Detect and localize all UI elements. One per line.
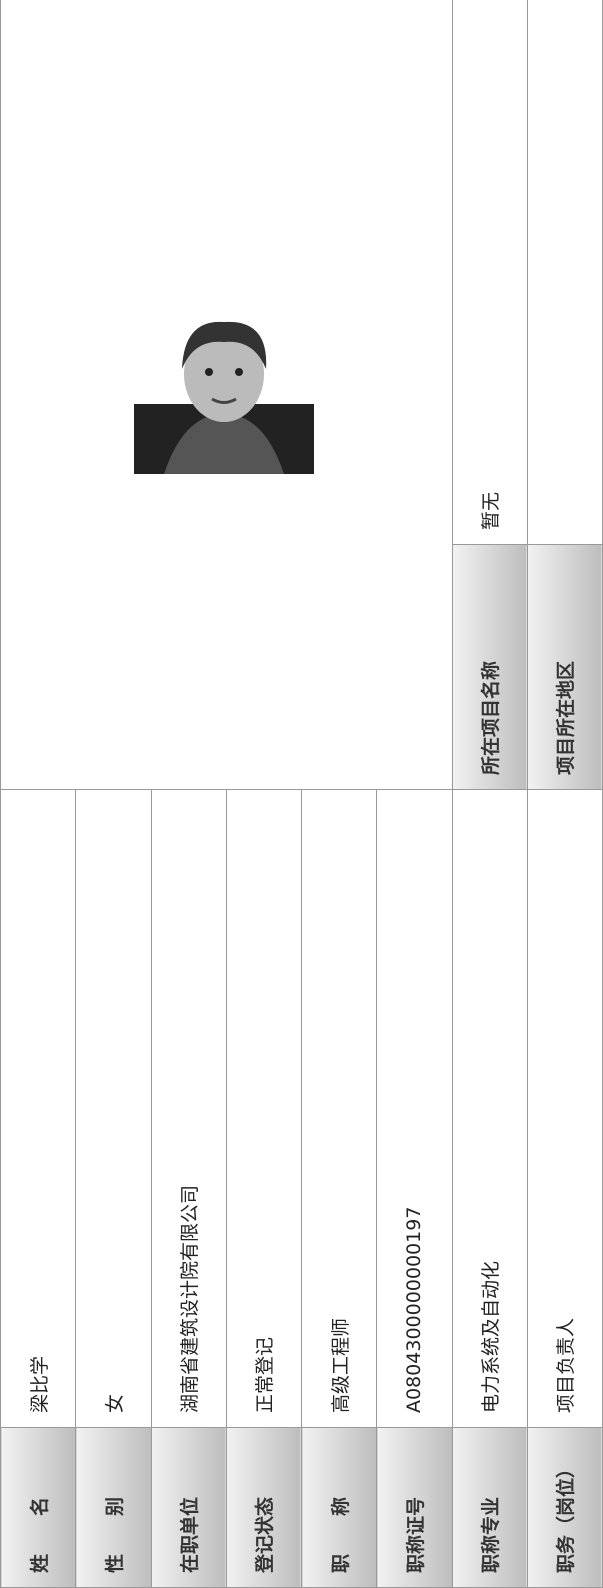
field-label: 在职单位 bbox=[151, 1427, 227, 1588]
field-value: 电力系统及自动化 bbox=[452, 789, 528, 1428]
project-label: 所在项目名称 bbox=[452, 544, 528, 790]
field-label: 姓 名 bbox=[0, 1427, 76, 1588]
field-value: 正常登记 bbox=[226, 789, 302, 1428]
photo bbox=[133, 322, 314, 475]
field-label: 职称证号 bbox=[376, 1427, 452, 1588]
field-label: 性 别 bbox=[75, 1427, 151, 1588]
field-value: 湖南省建筑设计院有限公司 bbox=[151, 789, 227, 1428]
field-label: 职称专业 bbox=[452, 1427, 528, 1588]
field-label: 职务（岗位） bbox=[527, 1427, 603, 1588]
photo-cell bbox=[0, 0, 452, 790]
project-value bbox=[527, 0, 603, 545]
field-value: 高级工程师 bbox=[301, 789, 377, 1428]
field-value: 梁比学 bbox=[0, 789, 76, 1428]
field-value: 项目负责人 bbox=[527, 789, 603, 1428]
project-value: 暂无 bbox=[452, 0, 528, 545]
field-label: 登记状态 bbox=[226, 1427, 302, 1588]
field-value: A0804300000000197 bbox=[376, 789, 452, 1428]
row: 职务（岗位） 项目负责人 项目所在地区 bbox=[527, 0, 603, 1588]
field-label: 职 称 bbox=[301, 1427, 377, 1588]
row: 姓 名梁比学 bbox=[0, 0, 452, 1588]
field-value: 女 bbox=[75, 789, 151, 1428]
row: 职称专业 电力系统及自动化 所在项目名称 暂无 bbox=[452, 0, 528, 1588]
project-label: 项目所在地区 bbox=[527, 544, 603, 790]
